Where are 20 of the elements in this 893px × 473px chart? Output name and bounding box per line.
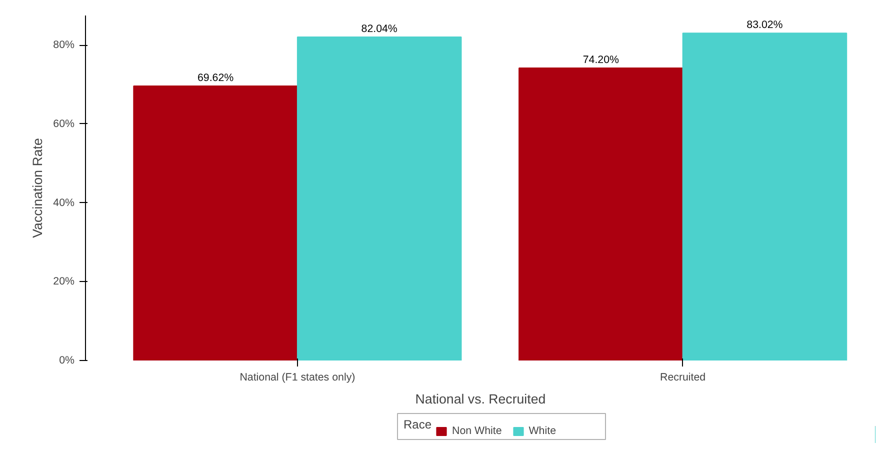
legend-label: Non White: [452, 425, 502, 437]
y-tick-label: 20%: [53, 276, 76, 288]
y-tick-label: 0%: [59, 354, 76, 366]
data-label: 74.20%: [582, 54, 620, 66]
y-tick-label: 60%: [53, 118, 76, 130]
data-label: 83.02%: [746, 19, 784, 32]
legend-label: White: [528, 425, 556, 437]
x-tick-label: National (F1 states only): [240, 372, 356, 384]
y-axis-title: Vaccination Rate: [30, 138, 46, 238]
y-tick-label: 40%: [53, 196, 76, 209]
data-label: 82.04%: [361, 23, 398, 36]
bar: [518, 67, 684, 360]
bar: [682, 32, 848, 360]
bar: [296, 36, 462, 360]
bar: [133, 86, 298, 360]
x-tick-label: Recruited: [660, 372, 706, 384]
y-tick-label: 80%: [53, 39, 76, 52]
x-axis-title: National vs. Recruited: [415, 392, 546, 406]
data-label: 69.62%: [197, 72, 234, 84]
legend-title: Race: [404, 418, 432, 432]
